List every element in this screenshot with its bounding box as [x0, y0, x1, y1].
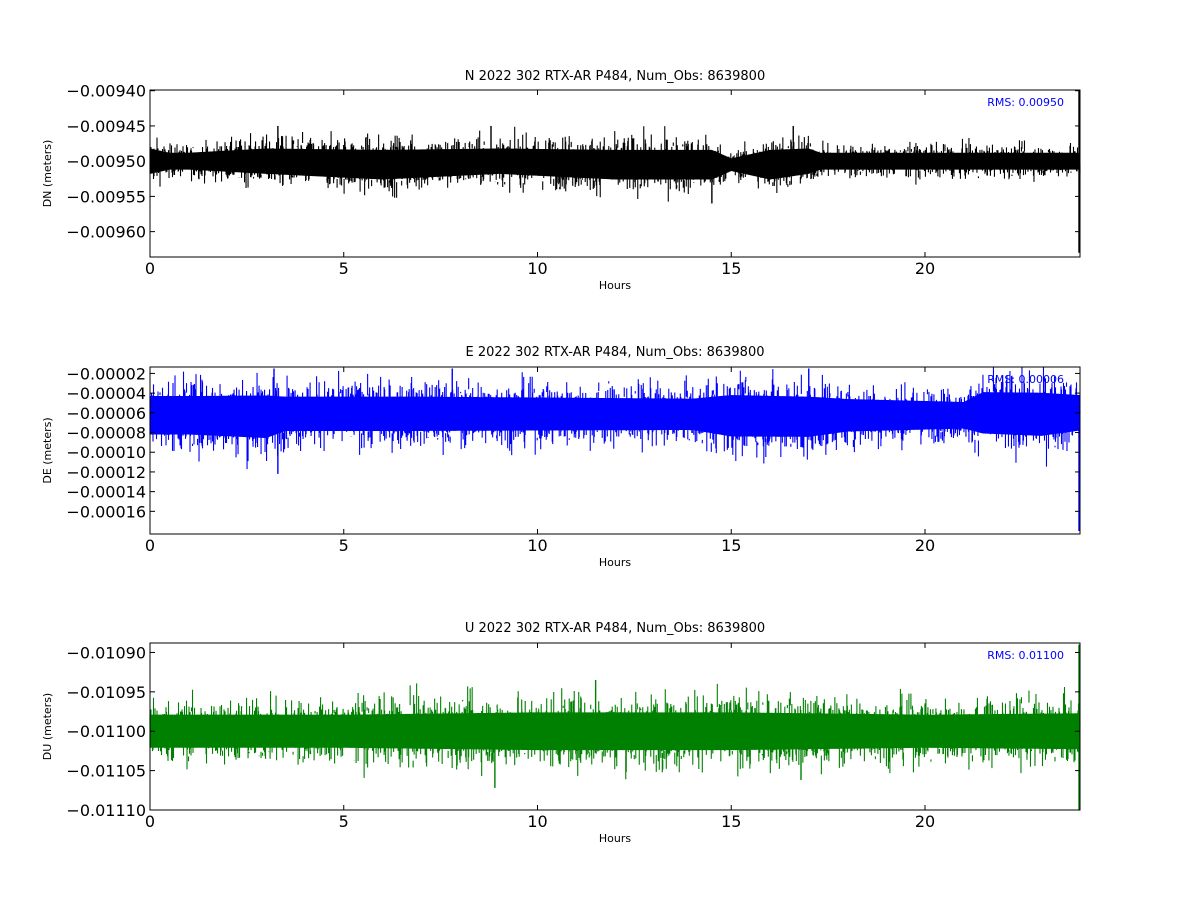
panel-e-xtick-label: 10: [527, 536, 547, 555]
panel-u-frame: [149, 642, 1081, 811]
panel-n-frame: [149, 89, 1081, 258]
panel-n-ytick-label: −0.00960: [66, 223, 146, 242]
panel-e-ytick-label: −0.00016: [66, 502, 146, 521]
panel-u-ytick-label: −0.01110: [66, 801, 146, 820]
panel-e-ytick-label: −0.00014: [66, 483, 146, 502]
panel-u-xticks: 0 5 10 15 20: [145, 643, 935, 831]
panel-u-ytick-label: −0.01095: [66, 683, 146, 702]
panel-e-ytick-label: −0.00012: [66, 463, 146, 482]
panel-u-xtick-label: 15: [721, 812, 741, 831]
panel-e-ytick-label: −0.00002: [66, 364, 146, 383]
panel-e-xtick-label: 0: [145, 536, 155, 555]
panel-u-title: U 2022 302 RTX-AR P484, Num_Obs: 8639800: [465, 621, 765, 636]
panel-u-rms-annotation: RMS: 0.01100: [987, 649, 1064, 662]
panel-n-xtick-label: 10: [527, 259, 547, 278]
panel-n-yticks: −0.00940 −0.00945 −0.00950 −0.00955 −0.00960: [66, 82, 1080, 242]
panel-e-xtick-label: 5: [339, 536, 349, 555]
panel-e-xtick-label: 20: [915, 536, 935, 555]
panel-e-yticks: −0.00002−0.00004−0.00006−0.00008−0.00010…: [66, 364, 1080, 521]
panel-u: U 2022 302 RTX-AR P484, Num_Obs: 8639800…: [41, 621, 1081, 845]
panel-u-xtick-label: 0: [145, 812, 155, 831]
panel-n-rms-annotation: RMS: 0.00950: [987, 96, 1064, 109]
panel-e-ytick-label: −0.00010: [66, 443, 146, 462]
panel-n-title: N 2022 302 RTX-AR P484, Num_Obs: 8639800: [465, 69, 765, 84]
panel-u-yticks: −0.01090 −0.01095 −0.01100 −0.01105 −0.01110: [66, 643, 1080, 820]
panel-u-ytick-label: −0.01090: [66, 643, 146, 662]
panel-n-xlabel: Hours: [599, 279, 631, 292]
panel-e-ytick-label: −0.00006: [66, 404, 146, 423]
panel-e-ylabel: DE (meters): [41, 417, 54, 483]
panel-e-xtick-label: 15: [721, 536, 741, 555]
panel-n-xtick-label: 5: [339, 259, 349, 278]
panel-e: E 2022 302 RTX-AR P484, Num_Obs: 8639800…: [41, 345, 1081, 569]
panel-u-xtick-label: 20: [915, 812, 935, 831]
panel-e-rms-annotation: RMS: 0.00006: [987, 373, 1064, 386]
panel-n-ytick-label: −0.00950: [66, 152, 146, 171]
panel-e-xticks: 0 5 10 15 20: [145, 367, 935, 555]
panel-n-ytick-label: −0.00955: [66, 187, 146, 206]
panel-u-xtick-label: 10: [527, 812, 547, 831]
panel-e-frame: [149, 366, 1081, 535]
panel-n-xtick-label: 0: [145, 259, 155, 278]
panel-n-xtick-label: 15: [721, 259, 741, 278]
panel-u-ylabel: DU (meters): [41, 693, 54, 760]
panel-e-ytick-label: −0.00004: [66, 384, 146, 403]
panel-e-xlabel: Hours: [599, 556, 631, 569]
panel-n-ylabel: DN (meters): [41, 140, 54, 208]
panel-n-ytick-label: −0.00945: [66, 117, 146, 136]
panel-e-ytick-label: −0.00008: [66, 424, 146, 443]
panel-n-xticks: 0 5 10 15 20: [145, 90, 935, 278]
panel-u-ytick-label: −0.01105: [66, 762, 146, 781]
panel-u-xtick-label: 5: [339, 812, 349, 831]
panel-n: N 2022 302 RTX-AR P484, Num_Obs: 8639800…: [41, 69, 1081, 292]
panel-n-ytick-label: −0.00940: [66, 82, 146, 101]
panel-u-xlabel: Hours: [599, 832, 631, 845]
panel-e-title: E 2022 302 RTX-AR P484, Num_Obs: 8639800: [466, 345, 765, 360]
panel-u-ytick-label: −0.01100: [66, 722, 146, 741]
panel-n-xtick-label: 20: [915, 259, 935, 278]
